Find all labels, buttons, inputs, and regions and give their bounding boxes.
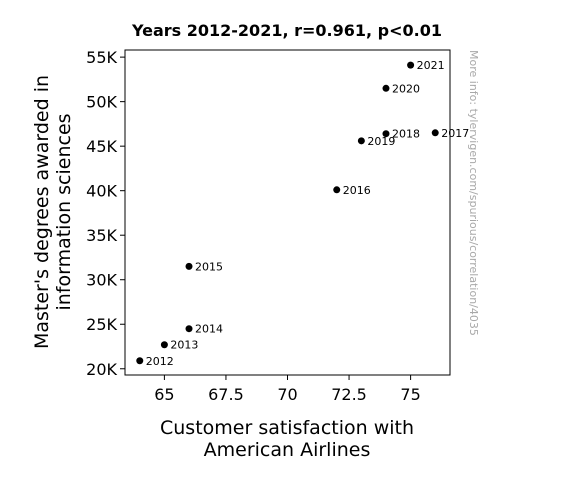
data-point (185, 262, 193, 270)
data-point (382, 84, 390, 92)
data-point (407, 61, 415, 69)
y-tick-label: 30K (86, 271, 117, 290)
y-axis-label-line1: Master's degrees awarded in (31, 75, 53, 349)
y-tick-label: 25K (86, 315, 117, 334)
x-axis: 65 67.5 70 72.5 75 (154, 375, 421, 404)
watermark: More info: tylervigen.com/spurious/corre… (467, 50, 480, 336)
x-tick-label: 67.5 (208, 385, 244, 404)
y-tick-label: 20K (86, 360, 117, 379)
y-axis-label-line2: information sciences (53, 113, 75, 310)
point-label: 2020 (392, 82, 420, 95)
point-label: 2017 (441, 127, 469, 140)
y-tick-label: 45K (86, 137, 117, 156)
x-tick-label: 72.5 (331, 385, 367, 404)
x-axis-label-line1: Customer satisfaction with (160, 417, 414, 439)
y-tick-label: 50K (86, 93, 117, 112)
data-point (333, 186, 341, 194)
x-tick-label: 70 (277, 385, 297, 404)
point-label: 2018 (392, 128, 420, 141)
y-tick-label: 40K (86, 182, 117, 201)
x-tick-label: 75 (400, 385, 420, 404)
point-label: 2019 (367, 135, 395, 148)
x-axis-label-line2: American Airlines (204, 439, 371, 461)
data-point (136, 357, 144, 365)
y-axis: 20K 25K 30K 35K 40K 45K 50K 55K (86, 48, 125, 379)
data-point (431, 129, 439, 137)
y-tick-label: 35K (86, 226, 117, 245)
point-label: 2016 (343, 184, 371, 197)
chart-title: Years 2012-2021, r=0.961, p<0.01 (131, 21, 442, 40)
data-point (160, 341, 168, 349)
point-label: 2021 (417, 59, 445, 72)
point-label: 2013 (170, 339, 198, 352)
point-label: 2014 (195, 323, 223, 336)
plot-area (124, 49, 451, 376)
y-tick-label: 55K (86, 48, 117, 67)
data-point (382, 130, 390, 138)
x-tick-label: 65 (154, 385, 174, 404)
point-label: 2012 (146, 355, 174, 368)
data-point (357, 137, 365, 145)
point-label: 2015 (195, 260, 223, 273)
data-point (185, 325, 193, 333)
